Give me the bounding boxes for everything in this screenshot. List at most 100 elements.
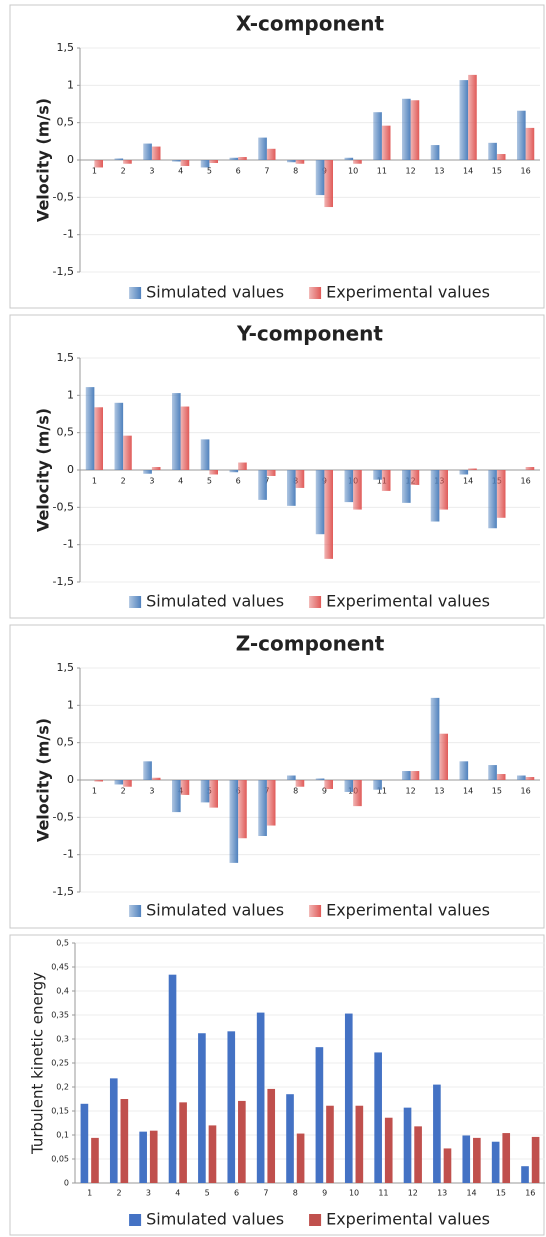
x-tick-label: 10 — [348, 167, 358, 176]
bar — [238, 1100, 246, 1183]
bar — [198, 1033, 206, 1183]
y-tick-label: 0 — [67, 773, 74, 786]
bar — [496, 470, 506, 518]
y-tick-label: 0,45 — [51, 963, 69, 972]
legend-label: Simulated values — [146, 1210, 284, 1229]
bar — [521, 1166, 529, 1183]
bar — [114, 158, 124, 160]
legend-swatch — [129, 596, 142, 608]
bar — [209, 780, 218, 808]
bar — [151, 467, 161, 470]
legend-label: Simulated values — [146, 283, 284, 302]
x-tick-label: 1 — [92, 477, 97, 486]
bar — [402, 470, 411, 503]
bar — [143, 143, 152, 160]
y-tick-label: 0,15 — [51, 1107, 69, 1116]
bar — [258, 137, 267, 160]
x-tick-label: 2 — [121, 477, 126, 486]
bar — [402, 771, 411, 780]
bar — [488, 470, 497, 529]
bar — [344, 157, 354, 160]
y-axis-label: Turbulent kinetic energy — [29, 972, 47, 1155]
panel-border — [9, 934, 545, 1236]
bar — [353, 160, 362, 164]
bar — [374, 1052, 382, 1183]
y-tick-label: 0,05 — [51, 1155, 69, 1164]
y-tick-label: -0,5 — [53, 810, 74, 823]
panel-border — [9, 4, 545, 309]
bar — [208, 1125, 217, 1183]
y-tick-label: 0,3 — [56, 1035, 69, 1044]
chart-title: Z-component — [236, 632, 385, 656]
x-tick-label: 1 — [87, 1189, 92, 1198]
bar — [80, 1103, 89, 1183]
legend-swatch — [309, 596, 322, 608]
bar — [266, 780, 276, 826]
bar — [200, 439, 210, 470]
y-tick-label: 0,5 — [57, 736, 75, 749]
x-tick-label: 3 — [149, 477, 154, 486]
y-tick-label: 0,35 — [51, 1011, 69, 1020]
legend-swatch — [309, 1214, 322, 1226]
bar — [149, 1130, 158, 1183]
bar — [151, 777, 161, 780]
bar — [229, 780, 239, 863]
panel-border — [9, 314, 545, 619]
y-tick-label: -1,5 — [53, 575, 74, 588]
bar — [296, 1133, 305, 1183]
bar — [151, 146, 161, 160]
x-tick-label: 11 — [378, 1189, 388, 1198]
bar — [443, 1148, 452, 1183]
y-tick-label: 0,5 — [57, 426, 75, 439]
bar — [410, 470, 420, 485]
bar — [238, 780, 247, 839]
y-tick-label: 0 — [67, 463, 74, 476]
x-tick-label: 2 — [121, 787, 126, 796]
x-tick-label: 14 — [466, 1189, 476, 1198]
bar — [384, 1117, 393, 1183]
y-tick-label: -1 — [63, 538, 74, 551]
x-tick-label: 2 — [117, 1189, 122, 1198]
bar — [85, 387, 95, 470]
bar — [256, 1012, 265, 1183]
x-tick-label: 15 — [496, 1189, 506, 1198]
bar — [373, 780, 382, 790]
bar — [414, 1126, 422, 1183]
x-tick-label: 14 — [463, 167, 473, 176]
bar — [459, 80, 469, 160]
bar — [114, 402, 124, 470]
x-tick-label: 12 — [406, 167, 416, 176]
bar — [430, 470, 440, 522]
bar — [381, 470, 391, 491]
bar — [238, 462, 247, 470]
legend-label: Experimental values — [326, 283, 490, 302]
y-tick-label: 0,4 — [56, 987, 69, 996]
x-tick-label: 16 — [525, 1189, 535, 1198]
bar — [439, 470, 448, 510]
x-tick-label: 6 — [234, 1189, 239, 1198]
x-tick-label: 1 — [92, 167, 97, 176]
y-tick-label: 1 — [67, 78, 74, 91]
y-tick-label: 0,5 — [57, 116, 75, 129]
bar — [324, 160, 333, 208]
bar — [180, 780, 190, 795]
bar — [430, 145, 440, 160]
y-tick-label: 1 — [67, 388, 74, 401]
y-tick-label: -0,5 — [53, 500, 74, 513]
x-tick-label: 6 — [236, 477, 241, 486]
x-tick-label: 10 — [349, 1189, 359, 1198]
chart-title: Y-component — [236, 322, 383, 346]
x-tick-label: 12 — [406, 787, 416, 796]
bar — [94, 160, 103, 168]
y-tick-label: 0,1 — [56, 1131, 69, 1140]
bar — [344, 1013, 353, 1183]
x-tick-label: 8 — [293, 787, 298, 796]
legend-label: Experimental values — [326, 592, 490, 611]
bar — [326, 1105, 334, 1183]
y-tick-label: 0 — [64, 1179, 69, 1188]
bar — [353, 470, 362, 510]
bar — [120, 1099, 129, 1183]
y-tick-label: 1 — [67, 698, 74, 711]
bar — [143, 470, 152, 474]
bar — [525, 467, 535, 470]
